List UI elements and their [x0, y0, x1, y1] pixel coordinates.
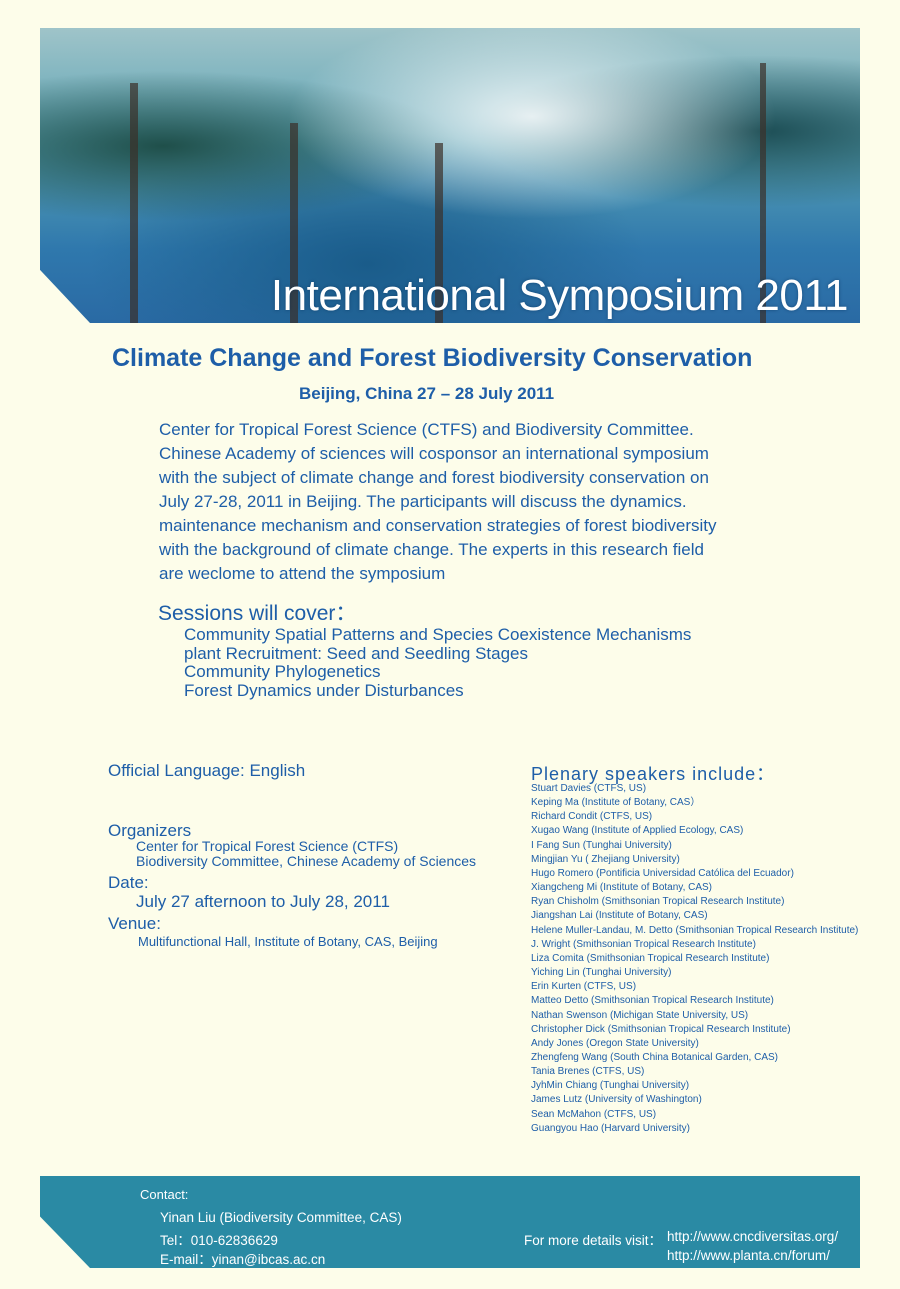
organizers-label: Organizers	[108, 821, 192, 840]
intro-line: maintenance mechanism and conservation s…	[159, 516, 717, 535]
speaker-item: Helene Muller-Landau, M. Detto (Smithson…	[531, 924, 859, 936]
speaker-item: Xiangcheng Mi (Institute of Botany, CAS)	[531, 882, 713, 894]
speaker-item: Nathan Swenson (Michigan State Universit…	[531, 1009, 749, 1021]
forum-url-link[interactable]: http://www.planta.cn/forum/	[667, 1248, 830, 1263]
speaker-item: Erin Kurten (CTFS, US)	[531, 981, 637, 993]
speaker-item: Mingjian Yu ( Zhejiang University)	[531, 853, 680, 865]
speaker-item: James Lutz (University of Washington)	[531, 1094, 702, 1106]
speaker-item: Christopher Dick (Smithsonian Tropical R…	[531, 1023, 791, 1035]
sessions-list: Community Spatial Patterns and Species C…	[184, 625, 692, 700]
intro-line: Center for Tropical Forest Science (CTFS…	[159, 420, 694, 439]
speaker-item: Keping Ma (Institute of Botany, CAS）	[531, 797, 701, 809]
speaker-item: JyhMin Chiang (Tunghai University)	[531, 1080, 690, 1092]
date-value: July 27 afternoon to July 28, 2011	[136, 892, 390, 911]
date-label: Date:	[108, 873, 149, 892]
speaker-item: Yiching Lin (Tunghai University)	[531, 967, 672, 979]
plenary-heading: Plenary speakers include：	[531, 764, 776, 784]
speaker-item: Zhengfeng Wang (South China Botanical Ga…	[531, 1051, 778, 1063]
speaker-item: Liza Comita (Smithsonian Tropical Resear…	[531, 952, 770, 964]
symposium-subtitle: Climate Change and Forest Biodiversity C…	[112, 344, 753, 372]
organizer-item: Biodiversity Committee, Chinese Academy …	[136, 853, 477, 869]
speaker-item: Andy Jones (Oregon State University)	[531, 1037, 699, 1049]
details-url-link[interactable]: http://www.cncdiversitas.org/	[667, 1229, 839, 1244]
speaker-item: Tania Brenes (CTFS, US)	[531, 1066, 645, 1078]
official-language: Official Language: English	[108, 761, 305, 781]
speaker-list: Stuart Davies (CTFS, US) Keping Ma (Insti…	[531, 782, 858, 1136]
session-item: Community Phylogenetics	[184, 662, 381, 681]
intro-line: July 27-28, 2011 in Beijing. The partici…	[159, 492, 687, 511]
speaker-item: Richard Condit (CTFS, US)	[531, 811, 653, 823]
session-item: Community Spatial Patterns and Species C…	[184, 625, 692, 644]
contact-tel: Tel：010-62836629	[160, 1233, 278, 1248]
contact-email[interactable]: E-mail：yinan@ibcas.ac.cn	[160, 1252, 326, 1267]
language-value: : English	[240, 761, 306, 780]
place-date: Beijing, China 27 – 28 July 2011	[299, 384, 555, 403]
contact-footer: Contact: Yinan Liu (Biodiversity Committ…	[40, 1176, 860, 1268]
contact-label: Contact:	[140, 1187, 189, 1202]
intro-line: are weclome to attend the symposium	[159, 564, 446, 583]
sessions-heading: Sessions will cover：	[158, 602, 357, 625]
language-label: Official Language	[108, 761, 241, 780]
intro-line: with the subject of climate change and f…	[159, 468, 709, 487]
intro-paragraph: Center for Tropical Forest Science (CTFS…	[159, 418, 717, 586]
speaker-item: Hugo Romero (Pontificia Universidad Cató…	[531, 867, 794, 879]
venue-label: Venue:	[108, 914, 161, 933]
contact-name: Yinan Liu (Biodiversity Committee, CAS)	[160, 1210, 402, 1225]
speaker-item: Guangyou Hao (Harvard University)	[531, 1122, 690, 1134]
organizer-item: Center for Tropical Forest Science (CTFS…	[136, 838, 399, 854]
intro-line: with the background of climate change. T…	[159, 540, 704, 559]
venue-value: Multifunctional Hall, Institute of Botan…	[138, 934, 438, 949]
speaker-item: Xugao Wang (Institute of Applied Ecology…	[531, 825, 744, 837]
speaker-item: I Fang Sun (Tunghai University)	[531, 839, 672, 851]
speaker-item: Sean McMahon (CTFS, US)	[531, 1108, 657, 1120]
speaker-item: Matteo Detto (Smithsonian Tropical Resea…	[531, 995, 774, 1007]
session-item: plant Recruitment: Seed and Seedling Sta…	[184, 643, 529, 663]
speaker-item: Stuart Davies (CTFS, US)	[531, 783, 647, 794]
speaker-item: J. Wright (Smithsonian Tropical Research…	[531, 938, 756, 950]
banner-title: International Symposium 2011	[270, 271, 849, 320]
intro-line: Chinese Academy of sciences will cospons…	[159, 444, 709, 463]
speaker-item: Jiangshan Lai (Institute of Botany, CAS)	[531, 910, 708, 922]
forest-banner-image: International Symposium 2011	[40, 28, 860, 323]
speaker-item: Ryan Chisholm (Smithsonian Tropical Rese…	[531, 896, 785, 908]
session-item: Forest Dynamics under Disturbances	[184, 680, 464, 700]
details-label: For more details visit：	[524, 1233, 663, 1248]
